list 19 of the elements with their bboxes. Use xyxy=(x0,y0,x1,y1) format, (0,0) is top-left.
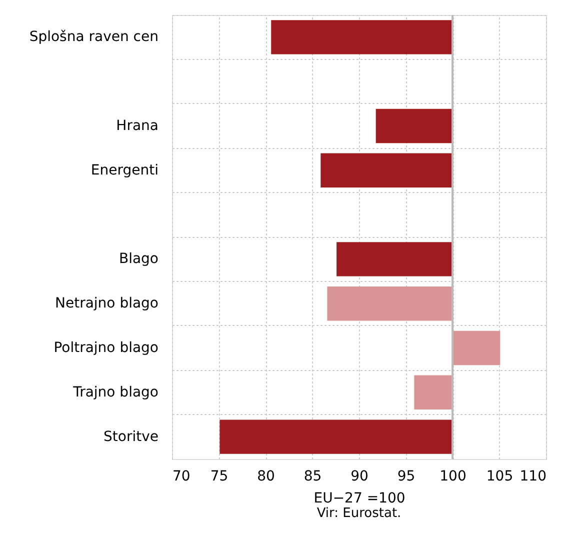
x-tick-label: 70 xyxy=(172,468,190,484)
x-tick-label: 90 xyxy=(350,468,368,484)
x-tick-label: 75 xyxy=(210,468,228,484)
y-tick-label: Blago xyxy=(118,251,158,268)
y-tick-label: Splošna raven cen xyxy=(29,29,158,46)
x-tick-label: 95 xyxy=(397,468,416,484)
text: Vir: Eurostat. xyxy=(316,506,402,521)
y-tick-label: Hrana xyxy=(116,118,158,134)
y-tick-label: Energenti xyxy=(90,162,158,178)
y-tick-label: Storitve xyxy=(104,428,158,445)
x-axis-title: EU−27 =100 xyxy=(314,490,406,506)
x-tick-label: 85 xyxy=(304,468,322,484)
x-tick-label: 110 xyxy=(520,468,546,484)
x-tick-label: 80 xyxy=(257,468,275,484)
y-tick-label: Trajno blago xyxy=(72,384,158,400)
y-tick-label: Poltrajno blago xyxy=(54,340,158,356)
y-tick-label: Netrajno blago xyxy=(55,296,158,312)
x-tick-label: 100 xyxy=(440,468,466,484)
x-tick-label: 105 xyxy=(486,468,514,484)
